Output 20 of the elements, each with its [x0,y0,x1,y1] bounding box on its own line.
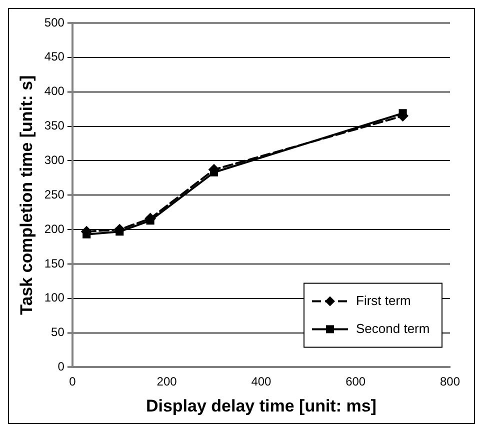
y-axis-title: Task completion time [unit: s] [16,75,36,315]
y-tick-label: 300 [44,152,65,167]
x-tick-label: 800 [440,374,460,389]
x-axis-title: Display delay time [unit: ms] [146,396,376,416]
x-tick-label: 200 [156,374,178,389]
legend-label: First term [356,292,411,308]
y-tick-label: 150 [44,256,65,270]
y-tick-label: 450 [44,50,65,64]
y-tick-label: 0 [58,360,65,374]
y-tick-label: 400 [44,84,65,98]
legend-label: Second term [356,320,430,336]
y-tick-label: 250 [44,187,65,202]
y-tick-label: 350 [44,118,65,133]
y-tick-label: 50 [51,325,65,340]
y-tick-label: 500 [44,15,65,30]
y-tick-label: 100 [44,290,65,305]
x-tick-label: 600 [346,374,366,389]
y-tick-label: 200 [44,222,65,236]
x-tick-label: 400 [251,374,272,389]
x-tick-label: 0 [69,374,76,389]
